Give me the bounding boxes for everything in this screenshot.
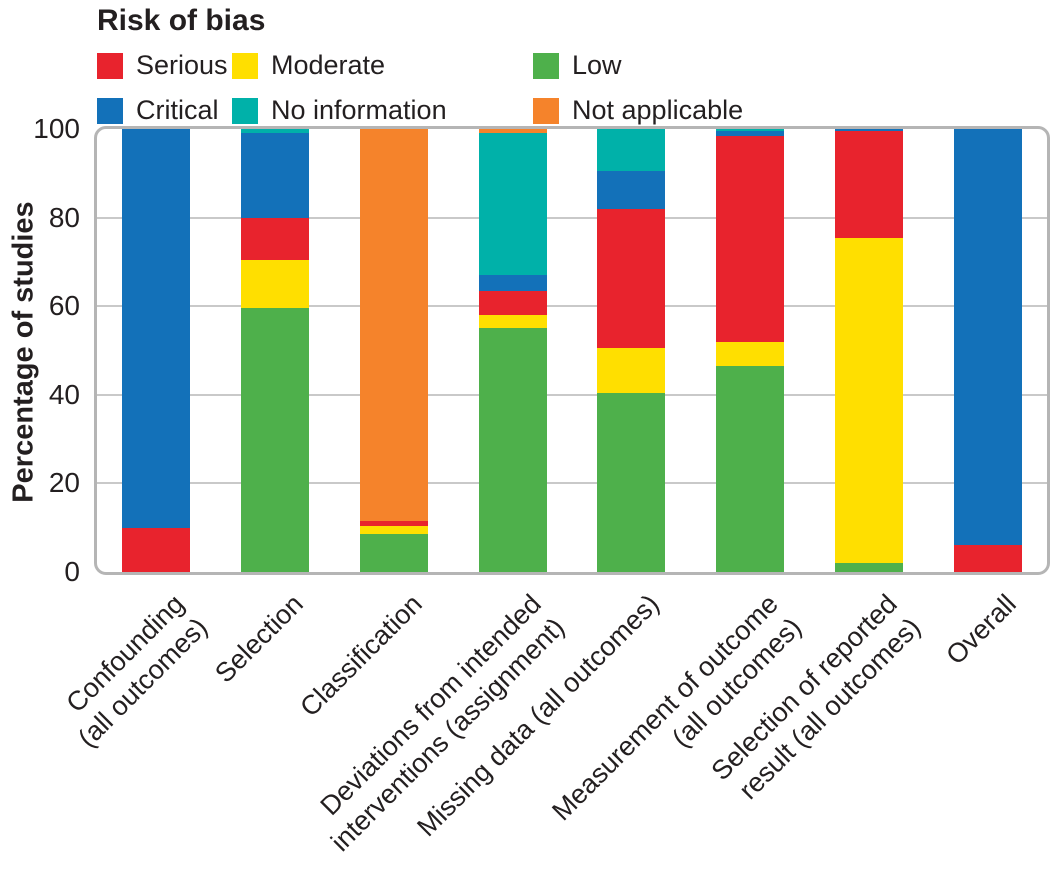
bar-segment-low — [359, 534, 428, 572]
bars-container — [97, 129, 1047, 572]
bar-segment-critical — [478, 275, 547, 291]
y-tick-label-60: 60 — [48, 290, 80, 322]
legend-item-low: Low — [533, 50, 743, 81]
bar-segment-low — [597, 392, 666, 572]
y-tick-label-0: 0 — [64, 556, 80, 587]
legend-label: Not applicable — [572, 95, 744, 125]
bar-segment-moderate — [716, 341, 785, 367]
legend-swatch-moderate — [232, 52, 258, 79]
legend-swatch-no-information — [232, 97, 258, 124]
bar-segment-moderate — [834, 237, 903, 564]
bar-deviations-from-intended — [478, 129, 547, 572]
legend-item-moderate: Moderate — [232, 50, 533, 81]
y-tick-label-20: 20 — [48, 467, 80, 499]
bar-segment-low — [834, 563, 903, 572]
bar-segment-low — [241, 308, 310, 572]
bar-segment-critical — [122, 129, 191, 528]
bar-segment-moderate — [241, 259, 310, 309]
legend-swatch-low — [533, 52, 559, 79]
bar-segment-serious — [834, 131, 903, 238]
legend-label: Moderate — [271, 50, 386, 80]
legend: Risk of bias Serious Moderate Low Critical N… — [97, 4, 743, 126]
bar-segment-low — [716, 366, 785, 572]
gridline-20 — [97, 482, 1047, 485]
plot-area — [94, 126, 1050, 575]
legend-item-no-information: No information — [232, 95, 533, 126]
bar-segment-critical — [953, 129, 1022, 546]
bar-confounding — [122, 129, 191, 572]
y-tick-label-40: 40 — [48, 378, 80, 410]
bar-segment-not-applicable — [359, 129, 428, 522]
legend-title: Risk of bias — [97, 4, 266, 37]
bar-segment-critical — [834, 129, 903, 132]
legend-item-serious: Serious — [97, 50, 232, 81]
legend-grid: Serious Moderate Low Critical No information… — [97, 50, 743, 126]
gridline-40 — [97, 393, 1047, 396]
gridline-80 — [97, 216, 1047, 219]
bar-selection-of-reported — [834, 129, 903, 572]
bar-measurement-of-outcome — [716, 129, 785, 572]
gridline-60 — [97, 305, 1047, 308]
bar-segment-low — [478, 328, 547, 572]
bar-segment-moderate — [597, 348, 666, 393]
bar-segment-no-information — [241, 129, 310, 134]
bar-segment-serious — [359, 521, 428, 526]
bar-segment-critical — [241, 133, 310, 218]
legend-label: Low — [572, 50, 622, 80]
bar-segment-no-information — [478, 133, 547, 276]
bar-segment-serious — [716, 135, 785, 342]
legend-swatch-critical — [97, 97, 123, 124]
bar-classification — [359, 129, 428, 572]
bar-segment-moderate — [478, 315, 547, 329]
bar-segment-serious — [241, 217, 310, 260]
legend-item-not-applicable: Not applicable — [533, 95, 743, 126]
y-tick-label-80: 80 — [48, 201, 80, 233]
y-axis-title: Percentage of studies — [7, 201, 40, 503]
legend-item-critical: Critical — [97, 95, 232, 126]
legend-swatch-serious — [97, 52, 123, 79]
bar-segment-not-applicable — [478, 129, 547, 134]
bar-missing-data-all-outcomes — [597, 129, 666, 572]
bar-segment-critical — [716, 131, 785, 136]
legend-label: Serious — [136, 50, 228, 80]
bar-segment-serious — [953, 545, 1022, 572]
legend-label: No information — [271, 95, 447, 125]
bar-overall — [953, 129, 1022, 572]
bar-segment-no-information — [597, 129, 666, 172]
y-tick-label-100: 100 — [33, 113, 80, 144]
legend-label: Critical — [136, 95, 219, 125]
bar-segment-serious — [478, 290, 547, 316]
legend-swatch-not-applicable — [533, 97, 559, 124]
bar-segment-serious — [597, 208, 666, 349]
bar-segment-critical — [597, 171, 666, 209]
bar-segment-serious — [122, 527, 191, 572]
bar-segment-moderate — [359, 525, 428, 535]
bar-segment-no-information — [716, 129, 785, 132]
bar-selection — [241, 129, 310, 572]
